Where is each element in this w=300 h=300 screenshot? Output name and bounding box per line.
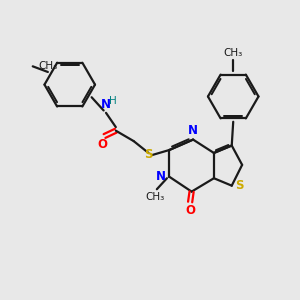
Text: N: N bbox=[156, 170, 166, 183]
Text: O: O bbox=[185, 204, 195, 218]
Text: S: S bbox=[235, 179, 244, 192]
Text: S: S bbox=[144, 148, 153, 161]
Text: CH₃: CH₃ bbox=[146, 192, 165, 202]
Text: CH₃: CH₃ bbox=[38, 61, 57, 71]
Text: H: H bbox=[109, 96, 116, 106]
Text: N: N bbox=[101, 98, 111, 111]
Text: CH₃: CH₃ bbox=[224, 49, 243, 58]
Text: N: N bbox=[188, 124, 198, 136]
Text: O: O bbox=[97, 138, 107, 152]
